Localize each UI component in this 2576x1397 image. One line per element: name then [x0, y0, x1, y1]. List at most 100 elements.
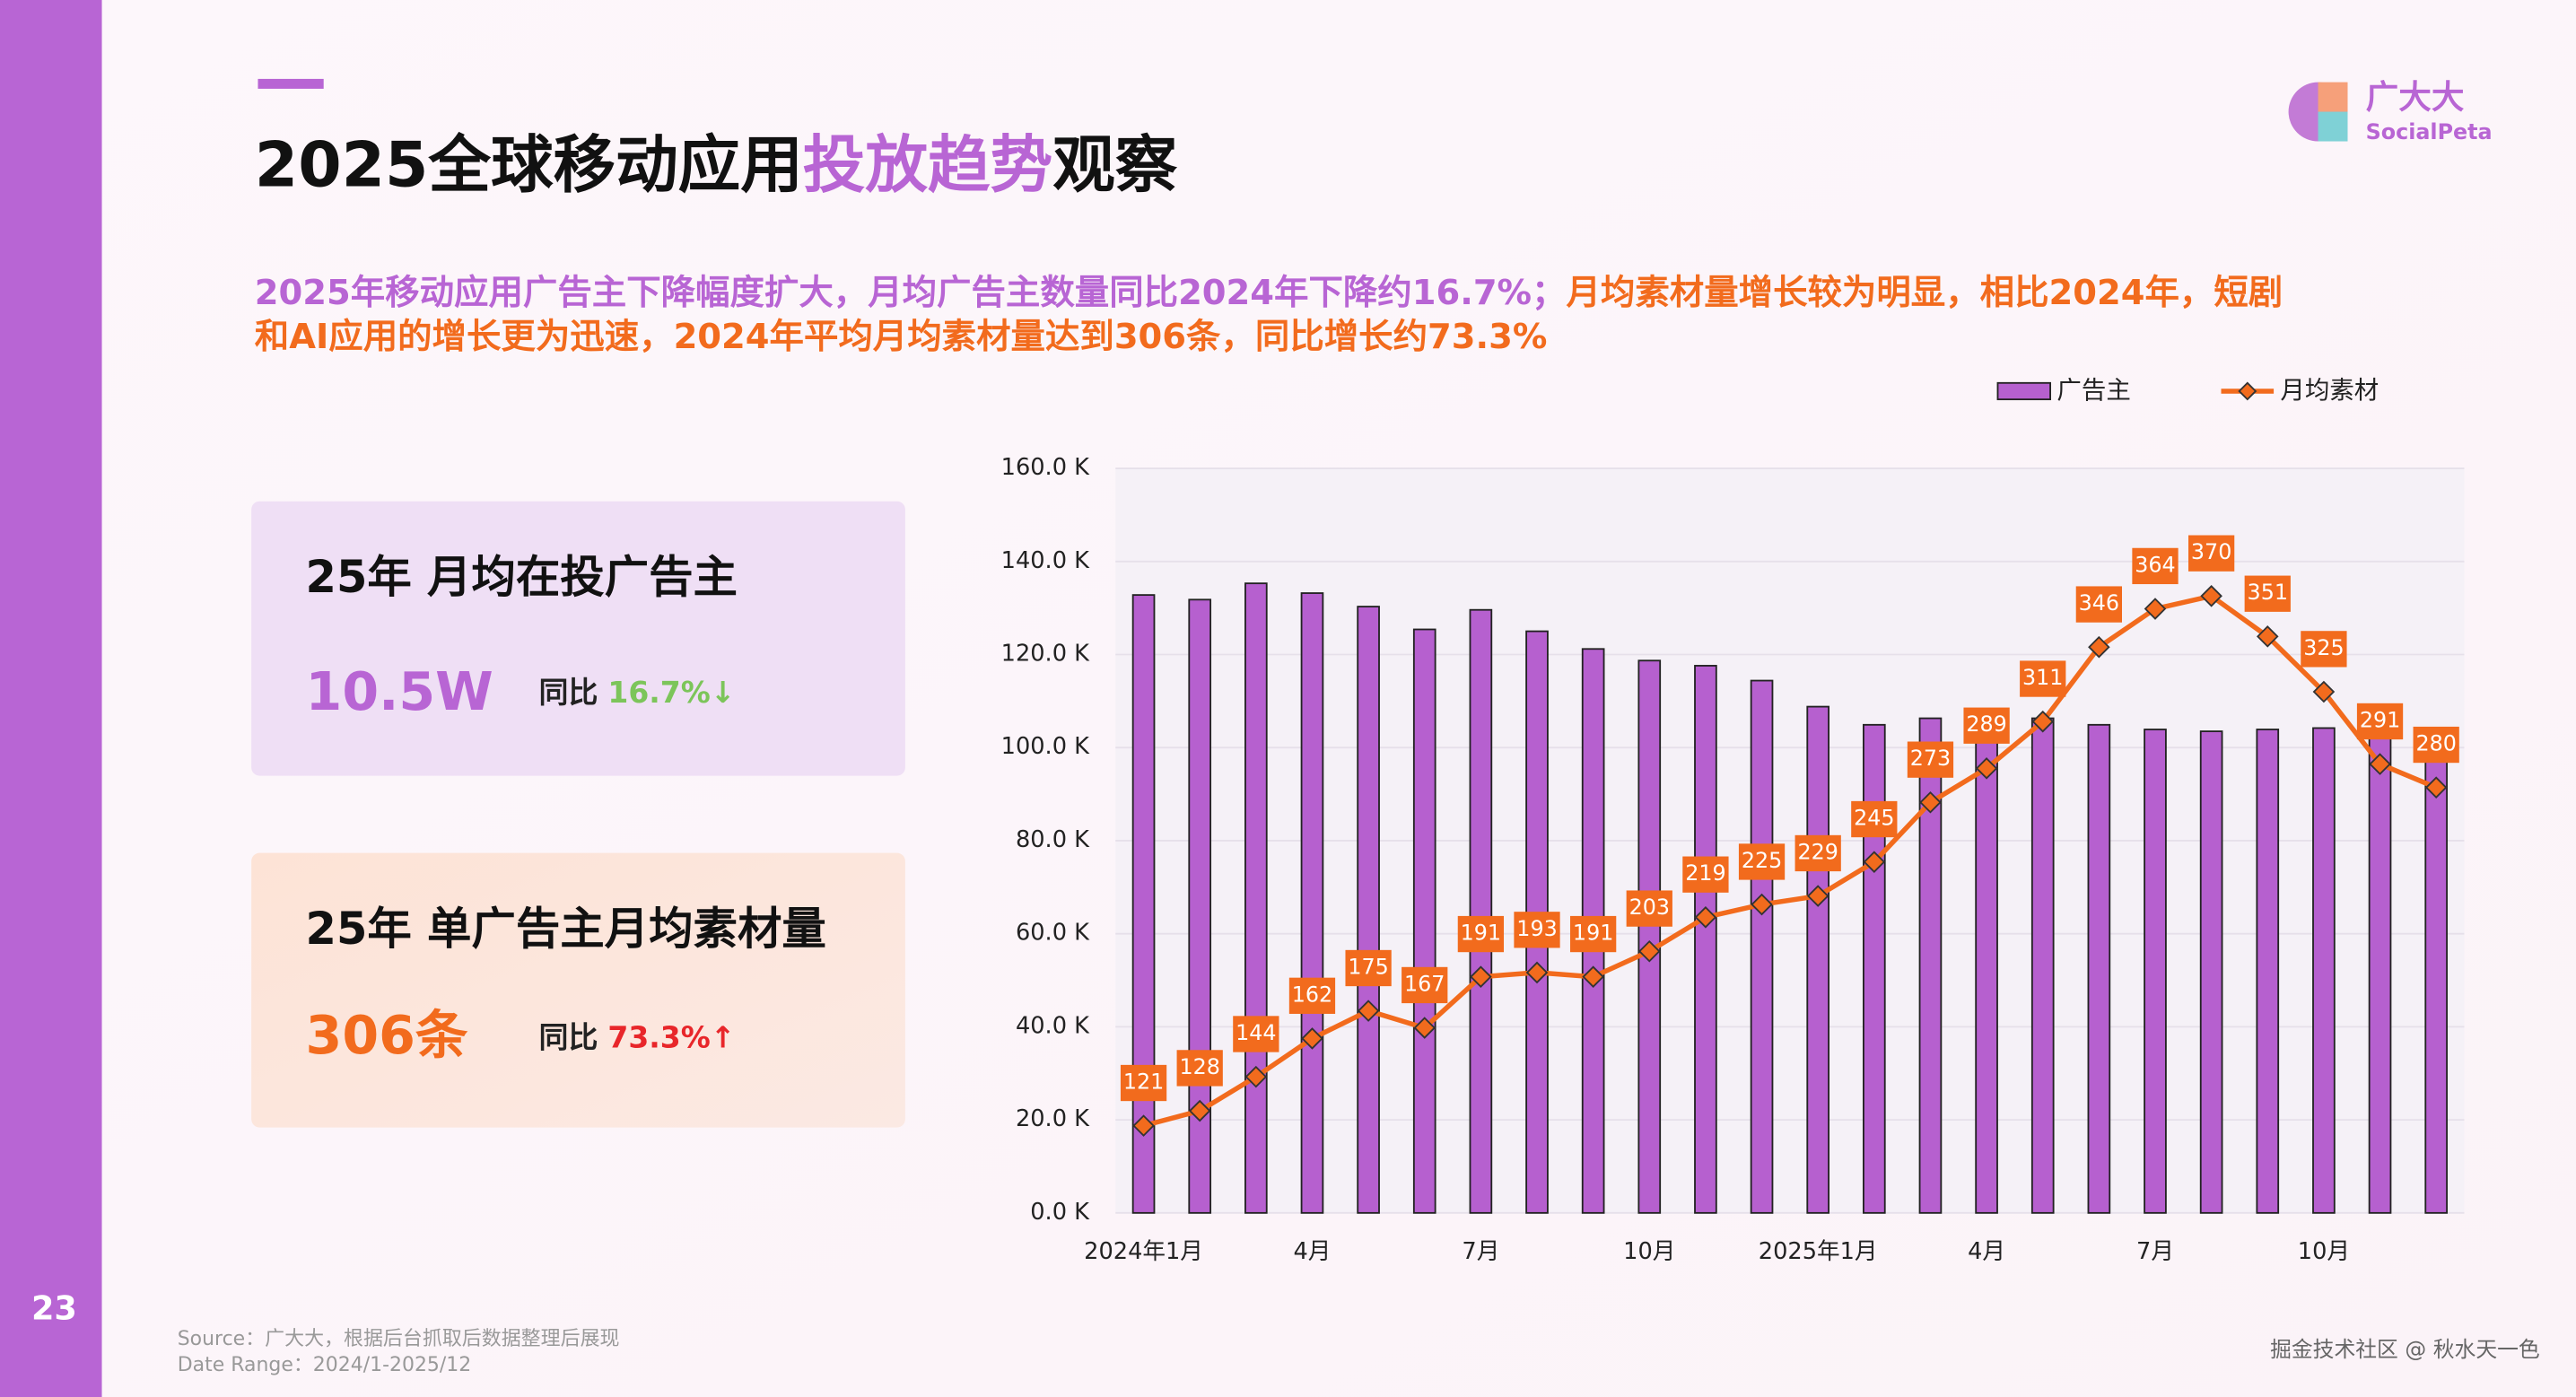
legend-marker — [2238, 381, 2257, 401]
value-label: 351 — [2248, 580, 2288, 605]
bar — [1863, 723, 1886, 1214]
logo-name: 广大大 — [2366, 77, 2465, 116]
marker — [2200, 585, 2222, 607]
card — [251, 852, 905, 1128]
x-tick-label: 4月 — [1968, 1238, 2005, 1265]
marker — [1470, 965, 1492, 988]
bar — [1975, 716, 1998, 1214]
bar — [1300, 592, 1324, 1214]
marker — [1694, 906, 1717, 929]
bar — [1806, 705, 1830, 1214]
x-tick-label: 10月 — [2298, 1238, 2350, 1265]
title: 2025全球移动应用投放趋势观察 — [255, 129, 1178, 202]
label-box — [1457, 915, 1505, 953]
bar — [1918, 717, 1943, 1214]
bar — [1637, 659, 1662, 1214]
yoy-label: 同比 — [539, 675, 598, 710]
card-yoy: 同比 16.7%↓ — [539, 675, 736, 710]
value-label: 346 — [2079, 590, 2119, 616]
label-box — [1120, 1064, 1167, 1102]
value-label: 191 — [1573, 921, 1613, 946]
value-label: 289 — [1966, 712, 2006, 737]
marker — [2144, 598, 2167, 620]
bar — [2087, 723, 2111, 1214]
bar — [1469, 608, 1493, 1214]
marker — [1806, 885, 1829, 907]
title-accent — [258, 78, 324, 89]
label-box — [1570, 915, 1617, 953]
card-title: 25年 月均在投广告主 — [306, 551, 738, 603]
x-tick-label: 7月 — [2136, 1238, 2174, 1265]
label-box — [2187, 535, 2235, 572]
marker — [1863, 851, 1886, 873]
bar — [1244, 582, 1268, 1214]
chart: 0.0 K 20.0 K 40.0 K 60.0 K 80.0 K 100.0 K 120.… — [1001, 377, 2465, 1265]
title-highlight: 投放趋势 — [803, 129, 1052, 202]
marker — [1637, 939, 1661, 963]
marker — [1751, 893, 1773, 916]
label-box — [1738, 843, 1786, 880]
bar — [2256, 729, 2280, 1214]
label-box — [2132, 547, 2179, 585]
side-strip — [0, 0, 102, 1397]
marker — [1188, 1099, 1211, 1122]
yoy-value: 16.7%↓ — [607, 675, 735, 710]
marker — [2424, 776, 2448, 799]
value-label: 203 — [1629, 895, 1670, 920]
marker — [1413, 1017, 1436, 1039]
subtitle-part: 2025年移动应用广告主下降幅度扩大，月均广告主数量同比2024年下降约16.7… — [255, 272, 1567, 312]
logo-mark — [2318, 111, 2348, 142]
bar — [1412, 628, 1436, 1214]
bar — [1357, 606, 1380, 1214]
marker — [2369, 753, 2391, 775]
bar — [1694, 665, 1717, 1214]
value-label: 219 — [1685, 860, 1725, 886]
bar — [1750, 679, 1774, 1214]
y-tick-label: 120.0 K — [1001, 640, 1090, 667]
card-yoy: 同比 73.3%↑ — [539, 1019, 736, 1054]
marker — [1525, 961, 1549, 984]
label-box — [1514, 912, 1560, 948]
y-tick-label: 20.0 K — [1016, 1105, 1090, 1132]
legend-swatch — [1996, 381, 2051, 401]
marker — [2088, 635, 2110, 659]
card-value: 10.5W — [306, 661, 493, 722]
bar — [2030, 717, 2055, 1214]
marker — [1975, 757, 1998, 780]
label-box — [2301, 631, 2347, 668]
watermark: 掘金技术社区 @ 秋水天一色 — [2270, 1337, 2540, 1362]
y-tick-label: 100.0 K — [1001, 733, 1090, 760]
label-box — [1288, 977, 1336, 1014]
label-box — [1233, 1016, 1279, 1052]
y-tick-label: 160.0 K — [1001, 454, 1090, 481]
value-label: 167 — [1404, 971, 1445, 996]
subtitle: 和AI应用的增长更为迅速，2024年平均月均素材量达到306条，同比增长约73.… — [255, 317, 1548, 357]
y-tick-label: 140.0 K — [1001, 547, 1090, 574]
value-label: 311 — [2022, 665, 2063, 690]
label-box — [2075, 586, 2122, 623]
marker — [2312, 680, 2336, 703]
date-range: Date Range：2024/1-2025/12 — [178, 1354, 472, 1376]
marker — [1301, 1027, 1323, 1050]
subtitle: 2025年移动应用广告主下降幅度扩大，月均广告主数量同比2024年下降约16.7… — [255, 272, 2283, 312]
label-box — [1176, 1050, 1223, 1087]
logo-mark — [2318, 82, 2348, 112]
value-label: 128 — [1179, 1054, 1219, 1079]
logo-sub: SocialPeta — [2366, 119, 2493, 144]
bar — [1131, 594, 1156, 1214]
value-label: 325 — [2303, 635, 2344, 660]
marker — [1582, 965, 1604, 988]
bar — [2199, 730, 2223, 1214]
value-label: 191 — [1461, 921, 1501, 946]
bar — [2424, 747, 2448, 1214]
yoy-value: 73.3%↑ — [607, 1019, 735, 1054]
x-tick-label: 2025年1月 — [1759, 1238, 1878, 1265]
value-label: 121 — [1123, 1070, 1164, 1095]
source: Source：广大大，根据后台抓取后数据整理后展现 — [178, 1328, 620, 1350]
value-label: 245 — [1854, 806, 1894, 831]
label-box — [1626, 890, 1672, 927]
marker — [1244, 1065, 1268, 1088]
label-box — [1963, 707, 2010, 744]
card-value: 306条 — [306, 1005, 468, 1066]
value-label: 175 — [1348, 954, 1388, 979]
